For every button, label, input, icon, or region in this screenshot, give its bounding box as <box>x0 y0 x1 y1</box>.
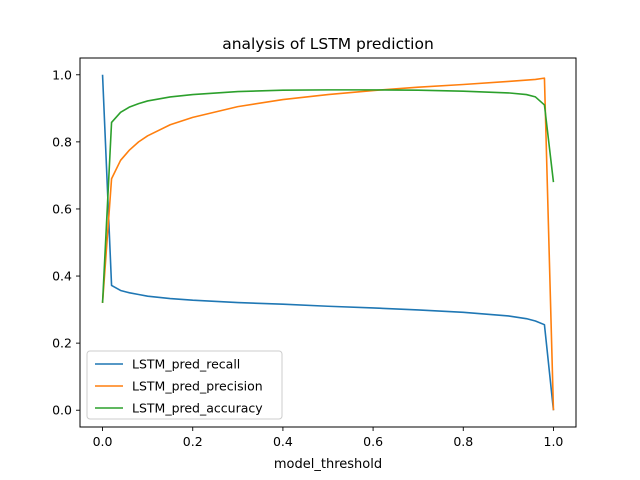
legend-entry-label: LSTM_pred_recall <box>132 357 240 372</box>
x-tick-label: 0.6 <box>363 434 383 449</box>
plot-frame <box>79 57 577 428</box>
y-tick-label: 0.8 <box>52 134 72 149</box>
y-tick-label: 0.2 <box>52 336 72 351</box>
legend-frame <box>86 350 283 420</box>
series-line-LSTM_pred_precision <box>101 77 555 411</box>
legend-entry-label: LSTM_pred_accuracy <box>132 401 263 416</box>
x-axis-label: model_threshold <box>274 457 382 472</box>
x-tick-label: 1.0 <box>544 434 564 449</box>
plot-area <box>101 74 555 411</box>
y-tick-label: 1.0 <box>52 67 72 82</box>
x-tick-label: 0.0 <box>93 434 113 449</box>
y-axis: 0.0 0.2 0.4 0.6 0.8 1.0 <box>52 67 80 418</box>
series-line-LSTM_pred_accuracy <box>101 89 555 303</box>
y-tick-label: 0.6 <box>52 201 72 216</box>
x-tick-label: 0.8 <box>453 434 473 449</box>
x-tick-label: 0.4 <box>273 434 293 449</box>
chart-title: analysis of LSTM prediction <box>222 35 434 53</box>
y-tick-label: 0.0 <box>52 403 72 418</box>
y-tick-label: 0.4 <box>52 269 72 284</box>
x-axis: 0.0 0.2 0.4 0.6 0.8 1.0 <box>93 427 564 449</box>
legend: LSTM_pred_recall LSTM_pred_precision LSTM_… <box>86 350 283 420</box>
x-tick-label: 0.2 <box>183 434 203 449</box>
series-line-LSTM_pred_recall <box>101 74 555 411</box>
legend-entry-label: LSTM_pred_precision <box>132 379 263 394</box>
